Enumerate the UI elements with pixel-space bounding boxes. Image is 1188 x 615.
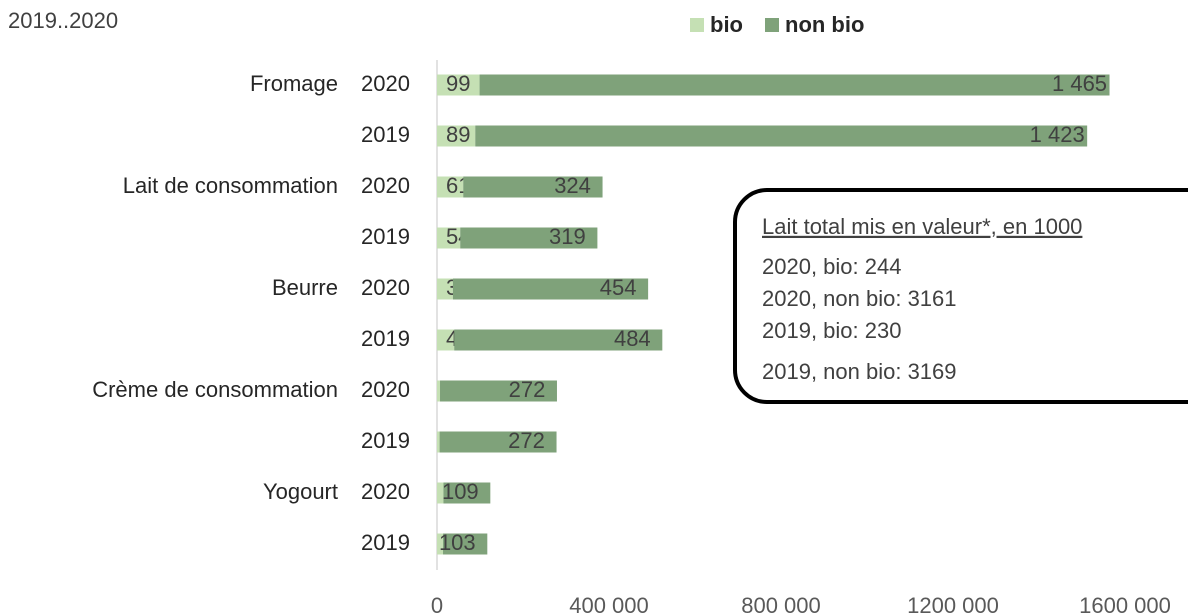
bar: [440, 380, 557, 402]
bar: [454, 329, 663, 351]
bar: [475, 125, 1088, 147]
bar: [443, 533, 488, 555]
data-label: 1 423: [1030, 122, 1085, 147]
legend-swatch: [690, 18, 704, 32]
group-label: Crème de consommation: [92, 377, 338, 402]
data-label: 1 465: [1052, 71, 1107, 96]
data-label: 319: [549, 224, 586, 249]
legend-label: non bio: [785, 12, 864, 37]
bar: [437, 431, 440, 453]
bar: [437, 278, 453, 300]
y-tick-label: 2019: [361, 224, 410, 249]
bar: [437, 74, 480, 96]
annotation-text: 2020, bio: 244: [762, 254, 901, 279]
bar: [437, 227, 461, 249]
bar: [437, 125, 476, 147]
data-label: 89: [446, 122, 470, 147]
y-tick-label: 2019: [361, 428, 410, 453]
data-label: 484: [614, 326, 651, 351]
group-label: Lait de consommation: [123, 173, 338, 198]
x-tick-label: 1200 000: [907, 593, 999, 615]
data-label: 324: [554, 173, 591, 198]
bar: [452, 278, 649, 300]
data-label: 454: [600, 275, 637, 300]
y-tick-label: 2020: [361, 377, 410, 402]
bar: [437, 176, 464, 198]
bar: [437, 380, 441, 402]
annotation-text: Lait total mis en valeur*, en 1000: [762, 214, 1082, 239]
y-tick-label: 2019: [361, 122, 410, 147]
y-tick-label: 2020: [361, 275, 410, 300]
data-label: 109: [442, 479, 479, 504]
chart-subtitle: 2019..2020: [8, 8, 118, 33]
legend-swatch: [765, 18, 779, 32]
bar: [479, 74, 1110, 96]
bar: [437, 329, 455, 351]
bar: [439, 431, 557, 453]
data-label: 99: [446, 71, 470, 96]
group-label: Beurre: [272, 275, 338, 300]
bar: [460, 227, 598, 249]
group-label: Yogourt: [263, 479, 338, 504]
x-tick-label: 1600 000: [1079, 593, 1171, 615]
y-tick-label: 2020: [361, 71, 410, 96]
annotation-text: 2020, non bio: 3161: [762, 286, 957, 311]
annotation-text: 2019, non bio: 3169: [762, 359, 957, 384]
x-tick-label: 0: [431, 593, 443, 615]
x-tick-label: 400 000: [569, 593, 649, 615]
data-label: 272: [508, 428, 545, 453]
group-label: Fromage: [250, 71, 338, 96]
bar: [437, 482, 444, 504]
legend-label: bio: [710, 12, 743, 37]
y-tick-label: 2019: [361, 530, 410, 555]
data-label: 103: [439, 530, 476, 555]
data-label: 272: [509, 377, 546, 402]
bar: [437, 533, 444, 555]
x-tick-label: 800 000: [741, 593, 821, 615]
y-tick-label: 2019: [361, 326, 410, 351]
bar: [463, 176, 603, 198]
annotation-box: [733, 188, 1188, 404]
y-tick-label: 2020: [361, 479, 410, 504]
bar: [443, 482, 491, 504]
y-tick-label: 2020: [361, 173, 410, 198]
annotation-text: 2019, bio: 230: [762, 318, 901, 343]
